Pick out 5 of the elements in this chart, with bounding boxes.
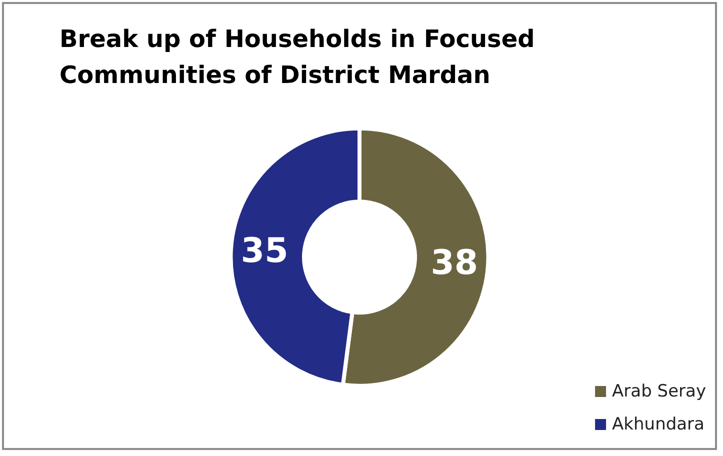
data-label: 35 [240,230,288,271]
legend-label: Arab Seray [612,382,706,402]
legend-label: Akhundara [612,414,704,434]
chart-title: Break up of Households in Focused Communities of District Mardan [60,25,544,89]
data-label: 38 [430,243,478,284]
